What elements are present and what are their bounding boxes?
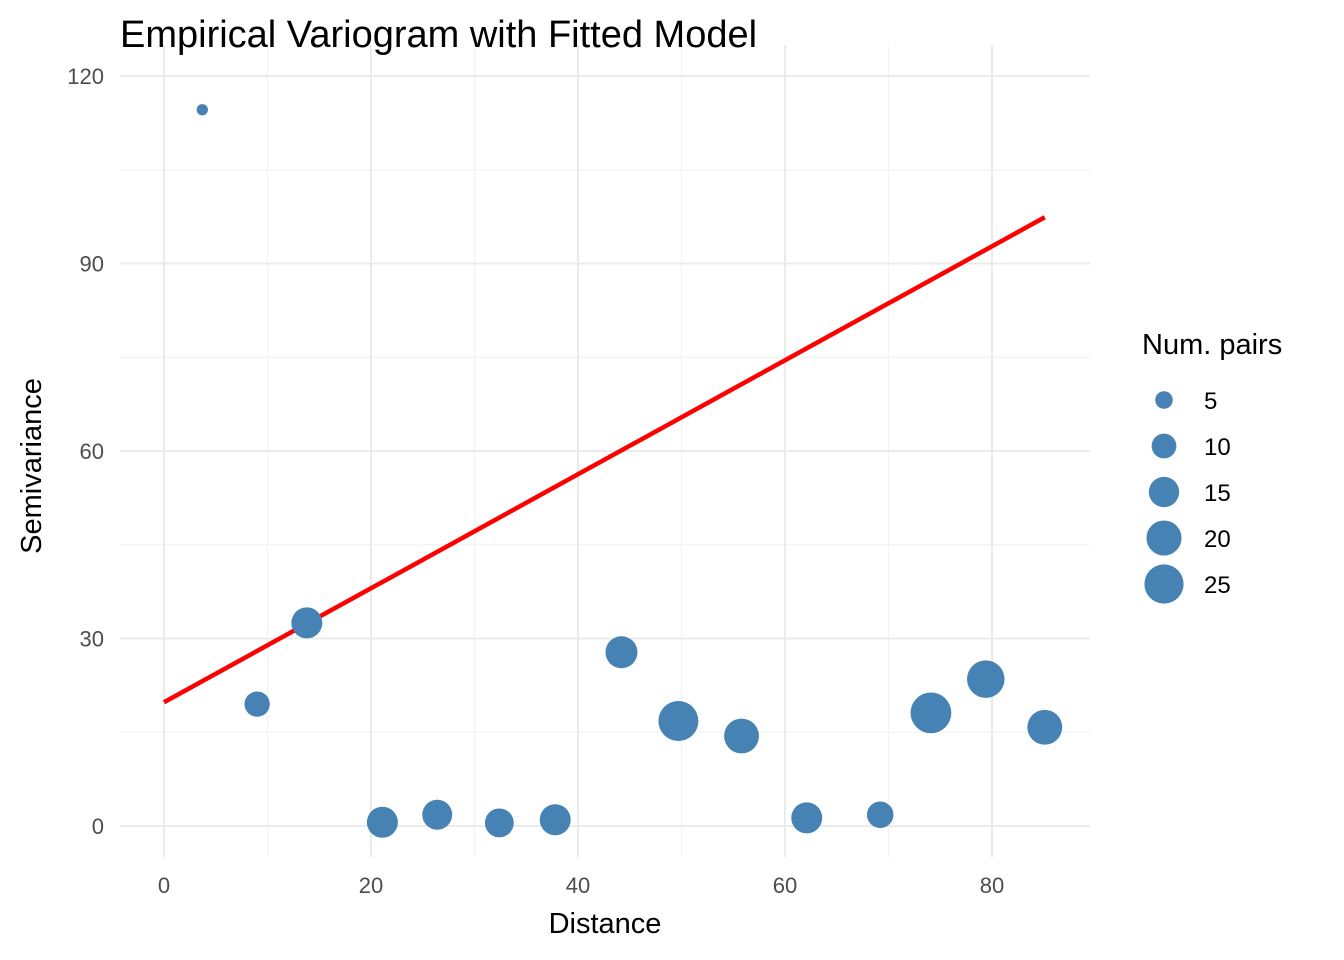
y-tick-label: 30 [80, 627, 104, 652]
axis-ticks: 0 20 40 60 80 0 30 60 90 120 [67, 64, 1004, 898]
data-point [196, 104, 208, 116]
y-tick-label: 0 [92, 814, 104, 839]
data-point [1027, 709, 1063, 745]
legend-key [1146, 520, 1182, 556]
data-point [484, 808, 514, 838]
legend: Num. pairs 5 10 15 20 25 [1142, 329, 1282, 604]
legend-label: 10 [1204, 434, 1231, 461]
y-tick-label: 120 [67, 64, 104, 89]
legend-key [1148, 476, 1180, 508]
x-axis-title: Distance [549, 908, 662, 940]
y-axis-title: Semivariance [16, 378, 48, 554]
data-point [366, 806, 398, 838]
legend-label: 20 [1204, 526, 1231, 553]
data-point [291, 607, 323, 639]
x-tick-label: 80 [980, 873, 1004, 898]
x-tick-label: 0 [158, 873, 170, 898]
data-point [910, 692, 952, 734]
x-tick-label: 40 [566, 873, 590, 898]
data-point [658, 701, 699, 741]
data-point [967, 660, 1005, 698]
points-layer [196, 104, 1063, 838]
data-point [605, 636, 638, 669]
x-tick-label: 20 [359, 873, 383, 898]
legend-title: Num. pairs [1142, 329, 1282, 361]
data-point [244, 691, 270, 717]
legend-key [1155, 391, 1173, 409]
grid [120, 45, 1090, 857]
data-point [791, 802, 823, 834]
chart-title: Empirical Variogram with Fitted Model [120, 14, 757, 56]
legend-label: 5 [1204, 388, 1217, 415]
data-point [866, 801, 894, 829]
data-point [539, 804, 571, 836]
legend-key [1144, 564, 1184, 604]
data-point [422, 799, 453, 830]
legend-key [1151, 433, 1177, 459]
y-tick-label: 60 [80, 439, 104, 464]
x-tick-label: 60 [773, 873, 797, 898]
data-point [724, 718, 759, 754]
y-tick-label: 90 [80, 252, 104, 277]
legend-label: 15 [1204, 480, 1231, 507]
legend-label: 25 [1204, 572, 1231, 599]
